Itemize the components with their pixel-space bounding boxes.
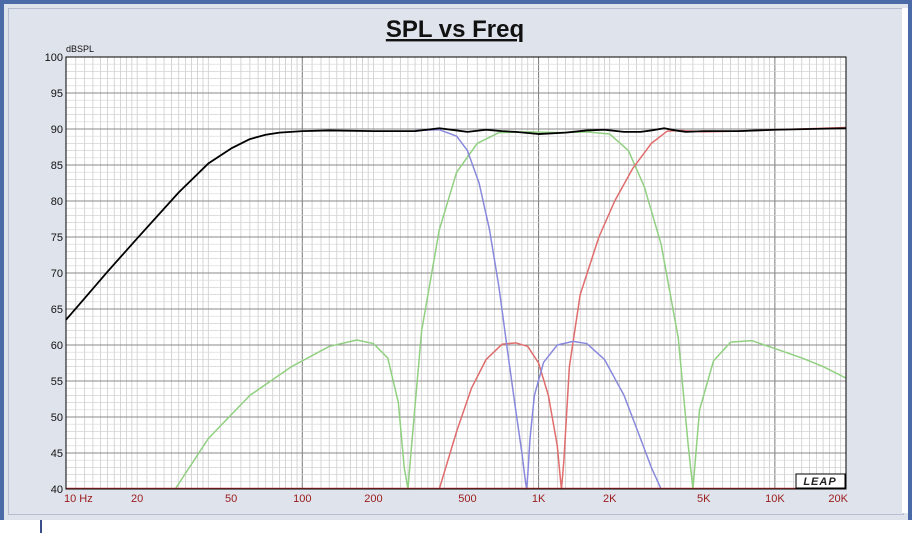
bottom-marker xyxy=(40,520,42,533)
y-tick-label: 70 xyxy=(51,268,63,280)
y-axis-unit-label: dBSPL xyxy=(66,44,94,54)
y-tick-label: 90 xyxy=(51,124,63,136)
series-line xyxy=(174,131,847,490)
y-tick-label: 65 xyxy=(51,304,63,316)
chart-title: SPL vs Freq xyxy=(386,16,524,43)
y-tick-label: 55 xyxy=(51,376,63,388)
y-tick-label: 45 xyxy=(51,448,63,460)
y-tick-label: 60 xyxy=(51,340,63,352)
y-tick-label: 75 xyxy=(51,232,63,244)
plot-border xyxy=(65,56,847,490)
x-tick-labels: 10 Hz 20 50 100 200 500 1K 2K 5K 10K 20K xyxy=(64,493,849,505)
leap-logo-text: LEAP xyxy=(803,476,836,488)
y-tick-label: 80 xyxy=(51,196,63,208)
leap-logo: LEAP xyxy=(795,473,846,489)
x-tick-label: 500 xyxy=(458,493,476,505)
x-tick-label: 10K xyxy=(765,493,785,505)
x-tick-label: 20 xyxy=(131,493,143,505)
x-tick-label: 5K xyxy=(697,493,711,505)
grid xyxy=(66,57,846,489)
x-tick-label: 1K xyxy=(532,493,546,505)
series-line xyxy=(415,128,662,490)
x-tick-label: 50 xyxy=(225,493,237,505)
right-edge xyxy=(902,8,908,513)
y-tick-label: 85 xyxy=(51,160,63,172)
y-tick-label: 95 xyxy=(51,88,63,100)
y-tick-labels: 40 45 50 55 60 65 70 75 80 85 90 95 100 xyxy=(45,52,63,496)
y-tick-label: 100 xyxy=(45,52,63,64)
y-tick-label: 50 xyxy=(51,412,63,424)
x-tick-label: 2K xyxy=(603,493,617,505)
x-tick-label: 200 xyxy=(364,493,382,505)
leap-logo-box xyxy=(795,473,846,489)
series-line xyxy=(65,127,847,321)
x-tick-label: 20K xyxy=(828,493,848,505)
x-tick-label: 100 xyxy=(293,493,311,505)
x-tick-label: 10 Hz xyxy=(64,493,93,505)
bottom-edge xyxy=(0,520,912,533)
y-tick-label: 40 xyxy=(51,484,63,496)
